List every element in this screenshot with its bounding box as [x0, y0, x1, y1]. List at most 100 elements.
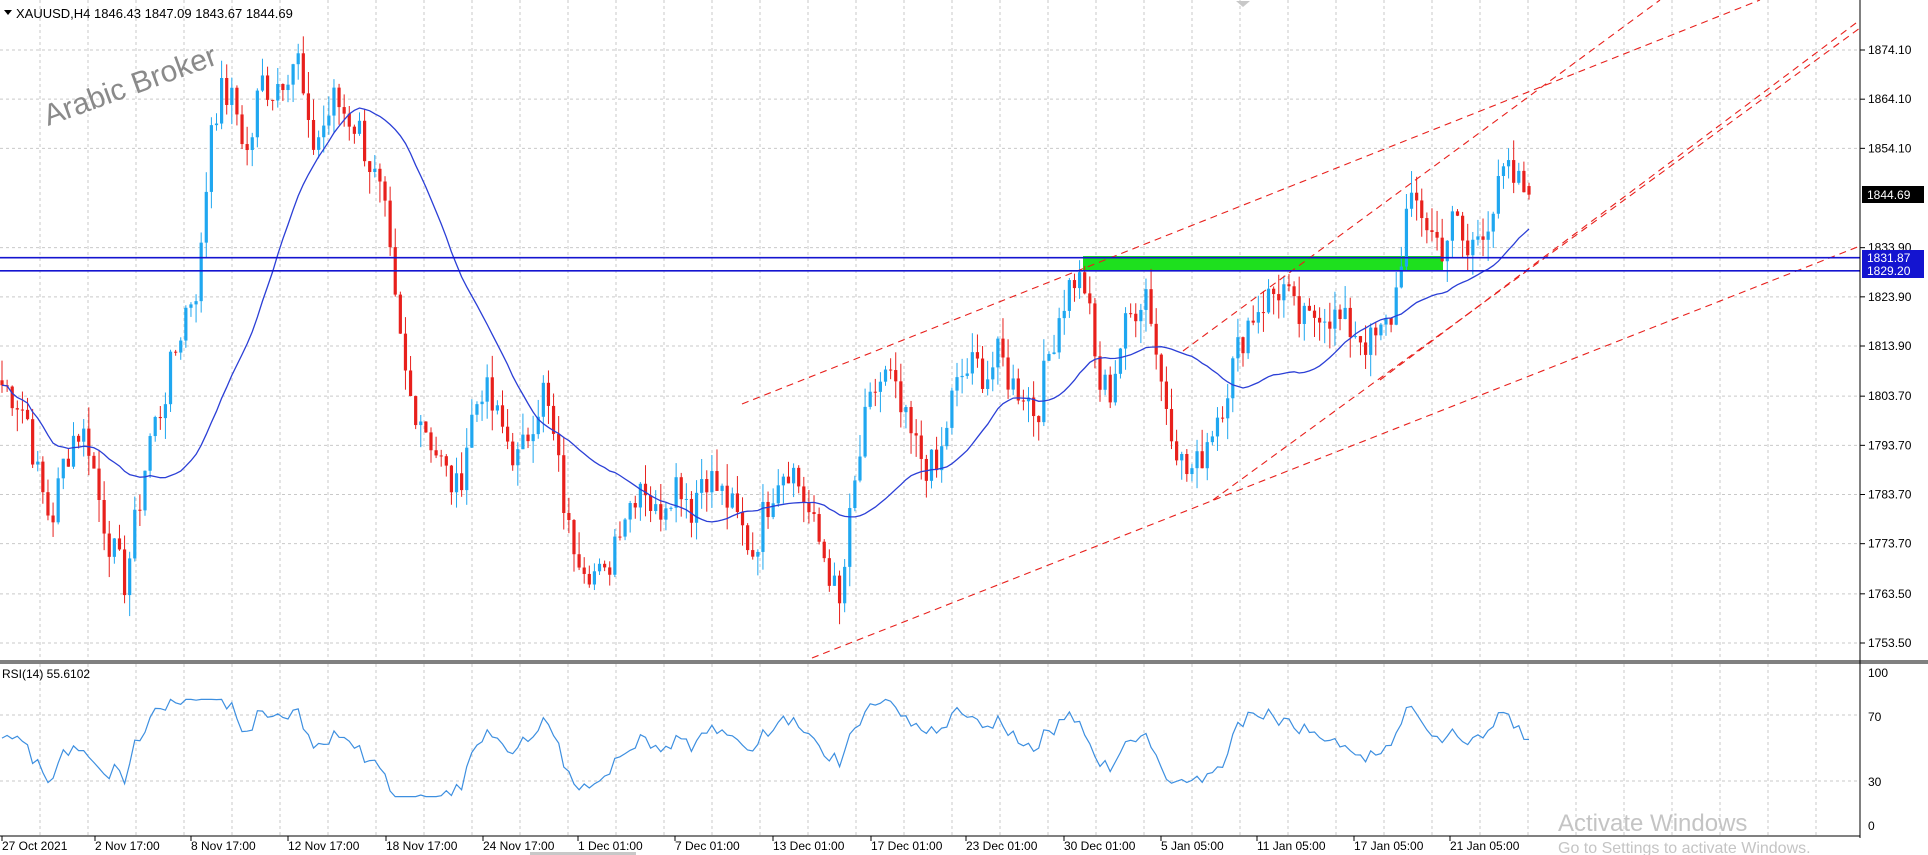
candle [388, 186, 392, 256]
candle [837, 570, 842, 625]
candle [1159, 353, 1163, 402]
price-tick-label: 1753.50 [1868, 636, 1912, 650]
candle [1312, 304, 1317, 337]
symbol-dropdown-icon[interactable] [4, 10, 12, 15]
candle [817, 507, 821, 545]
candle [531, 415, 535, 463]
trendline[interactable] [1212, 27, 1860, 501]
trendline[interactable] [1379, 19, 1860, 381]
candle [730, 487, 734, 509]
candle [163, 392, 168, 439]
line-a-price-tag: 1831.87 [1862, 250, 1924, 265]
candle [1256, 295, 1260, 334]
rsi-axis[interactable]: 100 70 30 0 [1868, 666, 1888, 833]
moving-average-line[interactable] [1, 107, 1530, 523]
symbol-header: XAUUSD,H4 1846.43 1847.09 1843.67 1844.6… [16, 6, 293, 21]
candle [327, 96, 331, 135]
candle [470, 399, 474, 448]
candle [209, 117, 213, 209]
candle [986, 360, 990, 396]
candle [1277, 274, 1281, 319]
candle [1088, 276, 1092, 315]
candle [623, 517, 627, 541]
candle [230, 77, 234, 125]
candle [138, 494, 142, 527]
candle [383, 176, 387, 217]
candle [659, 483, 663, 532]
scrollbar-thumb[interactable] [530, 852, 636, 855]
candle [868, 382, 872, 410]
chart-shift-marker-icon[interactable] [1236, 1, 1250, 7]
candle [342, 94, 346, 127]
candle [1501, 163, 1506, 189]
candle [832, 562, 837, 586]
candle [378, 163, 382, 203]
candle [776, 469, 780, 507]
candle [189, 302, 193, 317]
candle [337, 83, 341, 125]
candle [444, 454, 448, 477]
candle [1466, 223, 1470, 271]
candle [260, 58, 265, 93]
candle [526, 427, 530, 449]
candle [878, 372, 883, 413]
candle [281, 83, 285, 102]
rsi-line[interactable] [1, 698, 1530, 798]
candle [276, 67, 280, 108]
candle [582, 557, 586, 584]
candle [628, 500, 632, 533]
time-tick-label: 17 Jan 05:00 [1354, 839, 1424, 853]
line-a-price-label: 1831.87 [1867, 251, 1911, 265]
candle [133, 496, 137, 562]
candle [1409, 171, 1414, 217]
trendline[interactable] [741, 0, 1761, 405]
candle [362, 109, 367, 167]
time-tick-label: 12 Nov 17:00 [288, 839, 360, 853]
candle [853, 475, 857, 512]
trendline[interactable] [811, 245, 1860, 659]
candle [1506, 148, 1511, 179]
candle [858, 435, 862, 483]
candle [403, 317, 408, 390]
candle [1164, 366, 1169, 425]
candle [1144, 278, 1148, 332]
candle [1389, 317, 1393, 333]
price-tick-label: 1854.10 [1868, 141, 1912, 155]
candle [1338, 304, 1342, 331]
candle [1236, 318, 1240, 372]
price-tick-label: 1773.70 [1868, 537, 1912, 551]
candle [807, 489, 811, 524]
trendline-group[interactable] [741, 0, 1860, 659]
candle [740, 497, 745, 546]
trendline[interactable] [1182, 0, 1661, 352]
candle [955, 362, 959, 407]
candle [1379, 322, 1383, 341]
candle [1323, 308, 1327, 344]
candle [562, 436, 566, 530]
candle [1369, 323, 1373, 377]
candle [802, 476, 806, 523]
candle [1486, 211, 1490, 261]
candle [1343, 286, 1347, 320]
candle [812, 495, 816, 522]
candle [797, 465, 801, 494]
candle [873, 378, 877, 407]
candle [41, 456, 45, 504]
candle [225, 64, 229, 115]
candle [1353, 321, 1357, 339]
price-axis[interactable]: 1874.101864.101854.101833.901823.901813.… [1860, 43, 1912, 650]
candle [495, 400, 499, 415]
candle [1185, 449, 1189, 482]
candle [1307, 298, 1311, 312]
candle [587, 565, 591, 588]
candle [194, 294, 198, 323]
time-axis[interactable]: 27 Oct 2021 2 Nov 17:00 8 Nov 17:00 12 Nov … [1, 836, 1520, 853]
price-tick-label: 1874.10 [1868, 43, 1912, 57]
resistance-zone[interactable] [1083, 256, 1443, 270]
candle [710, 455, 714, 508]
candle [112, 537, 116, 564]
price-grid [0, 0, 1860, 660]
candle [1011, 364, 1015, 396]
candle [102, 481, 106, 551]
